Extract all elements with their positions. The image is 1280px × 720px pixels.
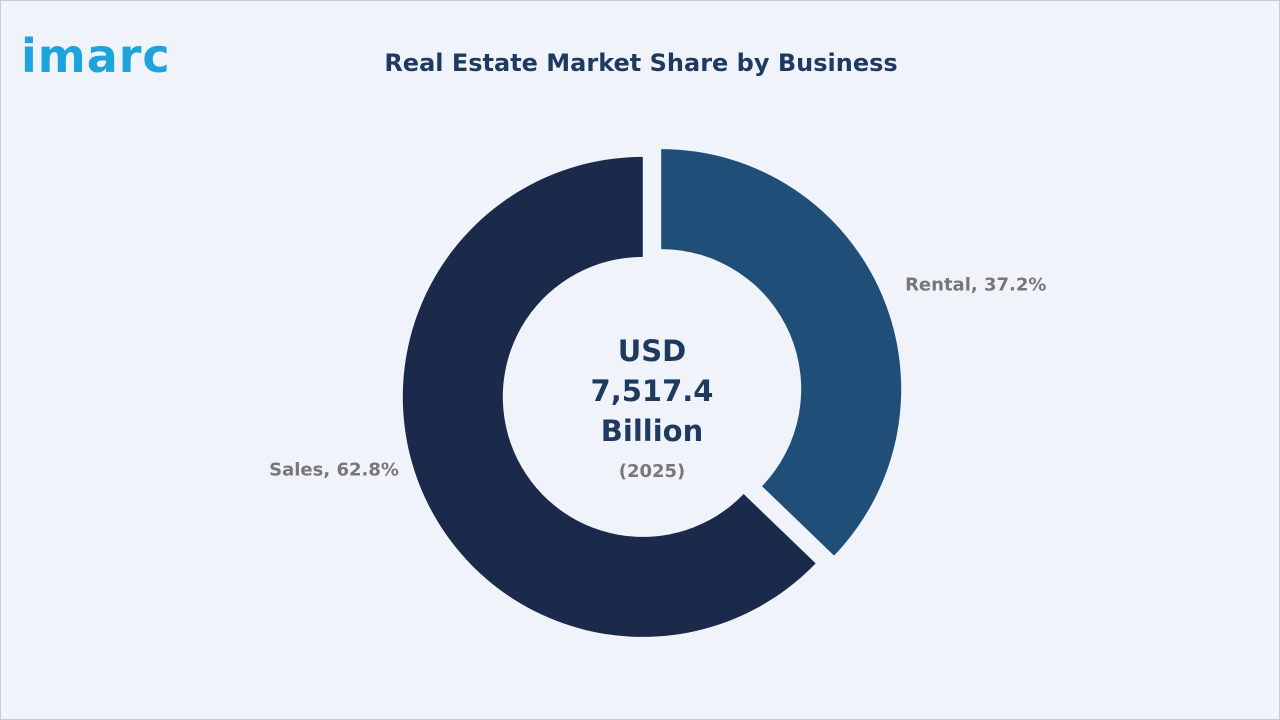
- value-label: Sales, 62.8%: [269, 460, 399, 481]
- chart-title: Real Estate Market Share by Business: [384, 49, 897, 77]
- center-year: (2025): [618, 461, 686, 482]
- center-label: USD 7,517.4 Billion (2025): [552, 331, 752, 482]
- donut-slice: [402, 156, 816, 637]
- logo: imarc: [21, 29, 171, 83]
- value-label: Rental, 37.2%: [905, 274, 1046, 295]
- center-value: USD 7,517.4 Billion: [590, 334, 714, 448]
- donut-slice: [661, 149, 902, 556]
